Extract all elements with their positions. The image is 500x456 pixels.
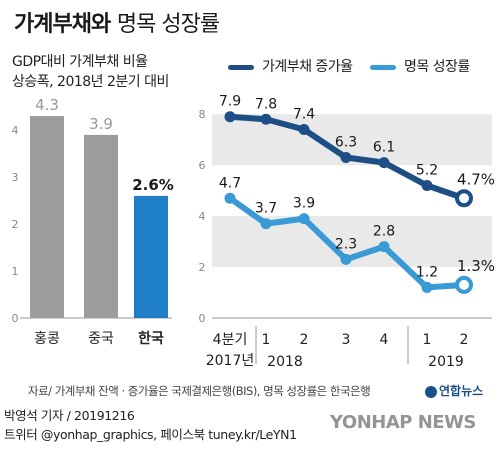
legend-item-debt: 가계부채 증가율	[228, 56, 353, 76]
bar-category-label: 한국	[138, 331, 164, 347]
line-point	[378, 241, 390, 253]
line-x-label: 4분기	[213, 332, 248, 348]
legend-label-debt: 가계부채 증가율	[261, 59, 353, 75]
bar-ytick-label: 2	[12, 218, 19, 231]
line-x-label: 1	[262, 332, 271, 348]
line-ytick-label: 8	[199, 108, 206, 121]
line-point	[378, 157, 390, 169]
bar-ytick-label: 3	[12, 171, 19, 184]
line-data-label: 3.9	[293, 196, 315, 212]
bar-chart: 0 1 2 3 4 4.3 홍콩 3.9 중국 2.6% 한국	[12, 96, 174, 347]
line-point	[224, 111, 236, 123]
bar-category-label: 중국	[88, 331, 114, 347]
bar	[84, 134, 118, 318]
legend-swatch-growth	[370, 64, 396, 70]
line-x-label: 4	[380, 332, 389, 348]
line-x-label: 1	[423, 332, 432, 348]
line-x-label: 3	[342, 332, 351, 348]
bar-chart-subtitle: GDP대비 가계부채 비율 상승폭, 2018년 2분기 대비	[12, 52, 169, 92]
line-point	[260, 113, 272, 125]
bar	[30, 116, 64, 318]
line-point	[298, 213, 310, 225]
page-title: 가계부채와 명목 성장률	[14, 6, 220, 38]
line-data-label: 6.3	[335, 135, 357, 151]
line-point	[224, 192, 236, 204]
bar	[134, 195, 168, 318]
title-part2: 명목 성장률	[116, 12, 220, 37]
bar-ytick-label: 4	[12, 124, 19, 137]
line-x-label: 2	[460, 332, 469, 348]
line-ytick-label: 6	[199, 159, 206, 172]
bar-ytick-label: 1	[12, 265, 19, 278]
line-data-label: 1.2	[416, 264, 438, 280]
line-data-label: 2.3	[335, 236, 357, 252]
year-label: 2018	[267, 354, 303, 370]
legend-swatch-debt	[228, 64, 254, 70]
line-data-label: 1.3%	[457, 257, 495, 275]
line-data-label: 7.9	[219, 94, 241, 110]
line-data-label: 2.8	[373, 224, 395, 240]
line-data-label: 4.7%	[457, 170, 495, 188]
year-label: 2017년	[206, 353, 255, 369]
line-point	[421, 180, 433, 192]
line-data-label: 6.1	[373, 140, 395, 156]
line-ytick-label: 4	[199, 210, 206, 223]
line-ytick-label: 0	[199, 312, 206, 325]
year-label: 2019	[428, 354, 464, 370]
line-data-label: 4.7	[219, 175, 241, 191]
line-ytick-label: 2	[199, 261, 206, 274]
line-point	[340, 253, 352, 265]
line-x-label: 2	[300, 332, 309, 348]
line-data-label: 7.8	[255, 96, 277, 112]
line-data-label: 5.2	[416, 163, 438, 179]
watermark: YONHAP NEWS	[330, 412, 476, 433]
subtitle-line2: 상승폭, 2018년 2분기 대비	[12, 74, 169, 90]
credit-line2: 트위터 @yonhap_graphics, 페이스북 tuney.kr/LeYN…	[4, 427, 297, 442]
line-point	[455, 189, 473, 208]
title-part1: 가계부채와	[14, 12, 111, 37]
line-point	[421, 281, 433, 293]
line-point	[340, 152, 352, 163]
yonhap-logo: 연합뉴스	[425, 382, 483, 399]
line-chart: 0 2 4 6 8 7.9 7.8 7.4 6.3 6.1 5.2 4.7% 4.7 3.7 3.9 2.3 2…	[199, 94, 496, 370]
credit-line1: 박영석 기자 / 20191216	[4, 408, 135, 423]
logo-text: 연합뉴스	[439, 384, 484, 398]
line-point	[455, 275, 473, 294]
source-note: 자료/ 가계부채 잔액 · 증가율은 국제결제은행(BIS), 명목 성장률은 …	[28, 384, 371, 398]
legend-item-growth: 명목 성장률	[370, 56, 470, 76]
logo-mark-icon	[425, 385, 437, 398]
line-point	[260, 218, 272, 230]
line-point	[298, 123, 310, 135]
legend-label-growth: 명목 성장률	[403, 59, 470, 75]
bar-value-label: 4.3	[35, 96, 59, 114]
bar-category-label: 홍콩	[34, 331, 60, 347]
bar-value-label: 3.9	[89, 115, 113, 133]
line-data-label: 3.7	[255, 201, 277, 217]
line-data-label: 7.4	[293, 106, 315, 122]
bar-ytick-label: 0	[12, 312, 19, 325]
bar-value-label: 2.6%	[132, 176, 174, 194]
subtitle-line1: GDP대비 가계부채 비율	[12, 54, 148, 70]
